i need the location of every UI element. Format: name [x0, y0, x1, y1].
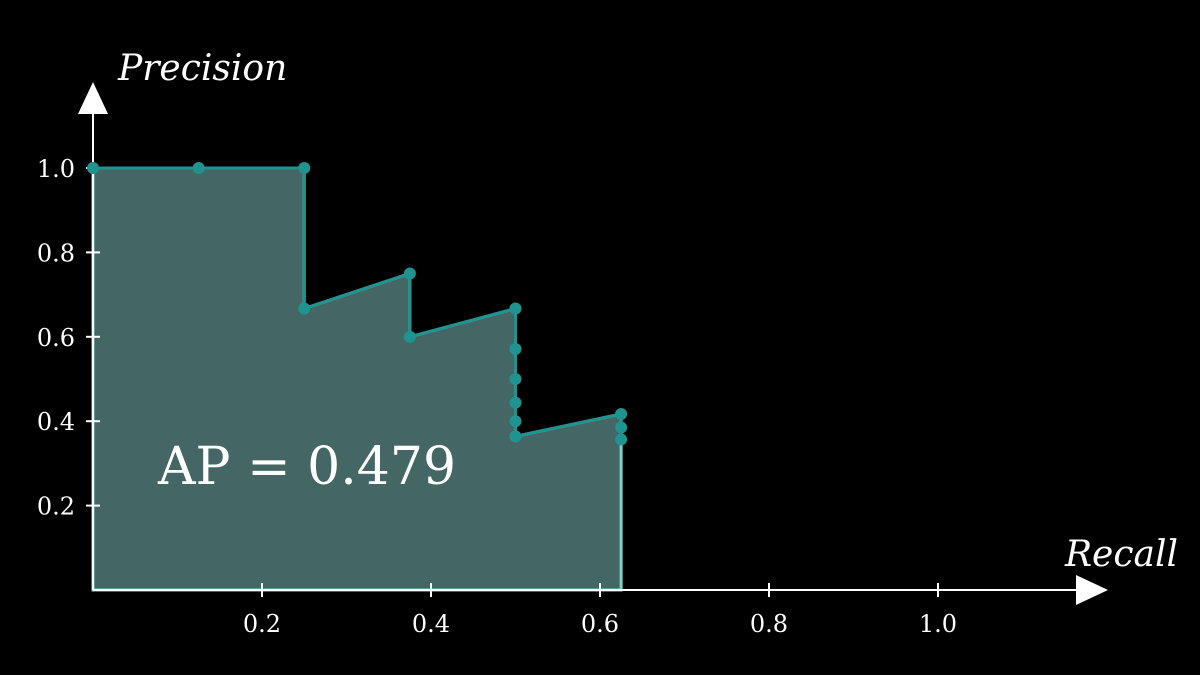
axes: 0.2 0.4 0.6 0.8 1.0 0.2 0.4 0.6 0.8 1.0	[37, 82, 1108, 638]
x-axis-arrow-icon	[1076, 575, 1108, 605]
data-point	[615, 408, 628, 421]
data-point	[403, 330, 416, 343]
x-tick-label: 0.4	[412, 610, 450, 638]
x-tick-label: 0.6	[581, 610, 619, 638]
x-tick-label: 0.2	[243, 610, 281, 638]
y-tick-label: 0.6	[37, 324, 75, 352]
data-point	[509, 396, 522, 409]
x-ticks: 0.2 0.4 0.6 0.8 1.0	[243, 583, 957, 638]
data-point	[298, 162, 311, 174]
y-tick-label: 1.0	[37, 155, 75, 183]
x-axis-label: Recall	[1064, 534, 1178, 575]
y-tick-label: 0.8	[37, 239, 75, 267]
y-tick-label: 0.2	[37, 493, 75, 521]
data-point	[298, 302, 311, 315]
x-tick-label: 0.8	[750, 610, 788, 638]
data-point	[509, 302, 522, 315]
series-layer	[87, 162, 628, 446]
area-layer	[91, 166, 623, 592]
data-point	[615, 421, 628, 434]
data-point	[509, 343, 522, 356]
data-point	[509, 415, 522, 428]
area-under-curve	[91, 166, 623, 592]
data-point	[615, 433, 628, 446]
data-point	[509, 430, 522, 443]
data-point	[192, 162, 205, 174]
y-ticks: 0.2 0.4 0.6 0.8 1.0	[37, 155, 100, 521]
data-point	[403, 267, 416, 280]
y-axis-label: Precision	[117, 48, 287, 89]
data-point	[87, 162, 99, 174]
x-tick-label: 1.0	[919, 610, 957, 638]
y-axis-arrow-icon	[78, 82, 108, 114]
ap-annotation: AP = 0.479	[157, 437, 456, 497]
data-point	[509, 373, 522, 385]
y-tick-label: 0.4	[37, 408, 75, 436]
